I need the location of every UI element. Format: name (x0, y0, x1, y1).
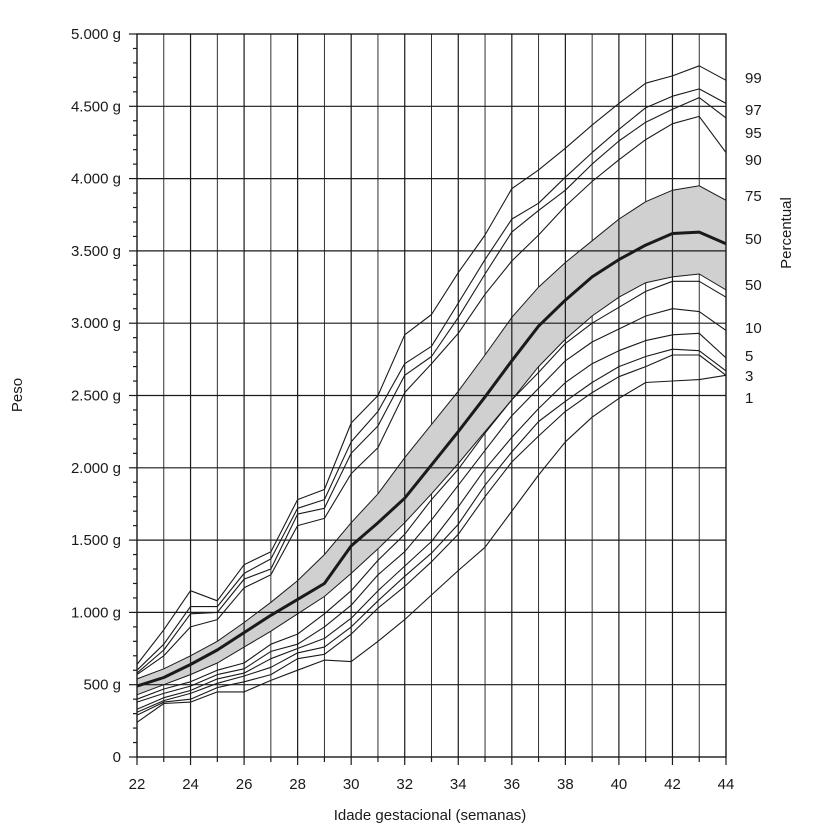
x-tick-label: 44 (718, 776, 735, 793)
percentile-line (136, 374, 727, 723)
percentile-label: 50 (745, 277, 762, 294)
y-tick-label: 2.000 g (71, 460, 121, 477)
x-tick-label: 36 (503, 776, 520, 793)
median-line (136, 230, 727, 688)
right-axis-title: Percentual (778, 197, 795, 269)
percentile-label: 90 (745, 152, 762, 169)
y-tick-label: 3.500 g (71, 243, 121, 260)
percentile-line (136, 354, 727, 716)
x-tick-label: 34 (450, 776, 467, 793)
y-tick-label: 1.000 g (71, 604, 121, 621)
percentile-line (136, 88, 727, 671)
percentile-line (136, 97, 727, 674)
percentile-line (136, 280, 727, 700)
x-tick-label: 38 (557, 776, 574, 793)
x-tick-label: 30 (343, 776, 360, 793)
y-tick-label: 0 (113, 749, 121, 766)
percentile-label: 50 (745, 231, 762, 248)
percentile-label: 97 (745, 102, 762, 119)
percentile-label: 99 (745, 70, 762, 87)
percentile-label: 5 (745, 348, 753, 365)
series-layer (136, 65, 727, 723)
percentile-label: 3 (745, 368, 753, 385)
x-tick-label: 32 (396, 776, 413, 793)
x-tick-label: 24 (182, 776, 199, 793)
percentile-label: 95 (745, 125, 762, 142)
percentile-line (136, 308, 727, 703)
percentile-line (136, 332, 727, 710)
percentile-line (136, 65, 727, 665)
y-tick-label: 1.500 g (71, 532, 121, 549)
percentile-label: 1 (745, 390, 753, 407)
percentile-line (136, 115, 727, 676)
x-tick-label: 26 (236, 776, 253, 793)
x-tick-label: 42 (664, 776, 681, 793)
x-axis-title: Idade gestacional (semanas) (334, 807, 527, 824)
y-tick-label: 5.000 g (71, 26, 121, 43)
y-tick-label: 500 g (83, 677, 121, 694)
percentile-line (136, 348, 727, 713)
y-axis-title: Peso (9, 378, 26, 412)
labels-layer: Peso Idade gestacional (semanas) Percent… (9, 26, 795, 824)
y-tick-label: 4.500 g (71, 98, 121, 115)
axes-layer (129, 33, 727, 765)
percentile-label: 10 (745, 320, 762, 337)
percentile-label: 75 (745, 188, 762, 205)
x-tick-label: 40 (611, 776, 628, 793)
major-gridlines (137, 34, 726, 757)
x-tick-label: 28 (289, 776, 306, 793)
y-tick-label: 3.000 g (71, 315, 121, 332)
y-tick-label: 2.500 g (71, 388, 121, 405)
y-tick-label: 4.000 g (71, 171, 121, 188)
x-tick-label: 22 (129, 776, 146, 793)
